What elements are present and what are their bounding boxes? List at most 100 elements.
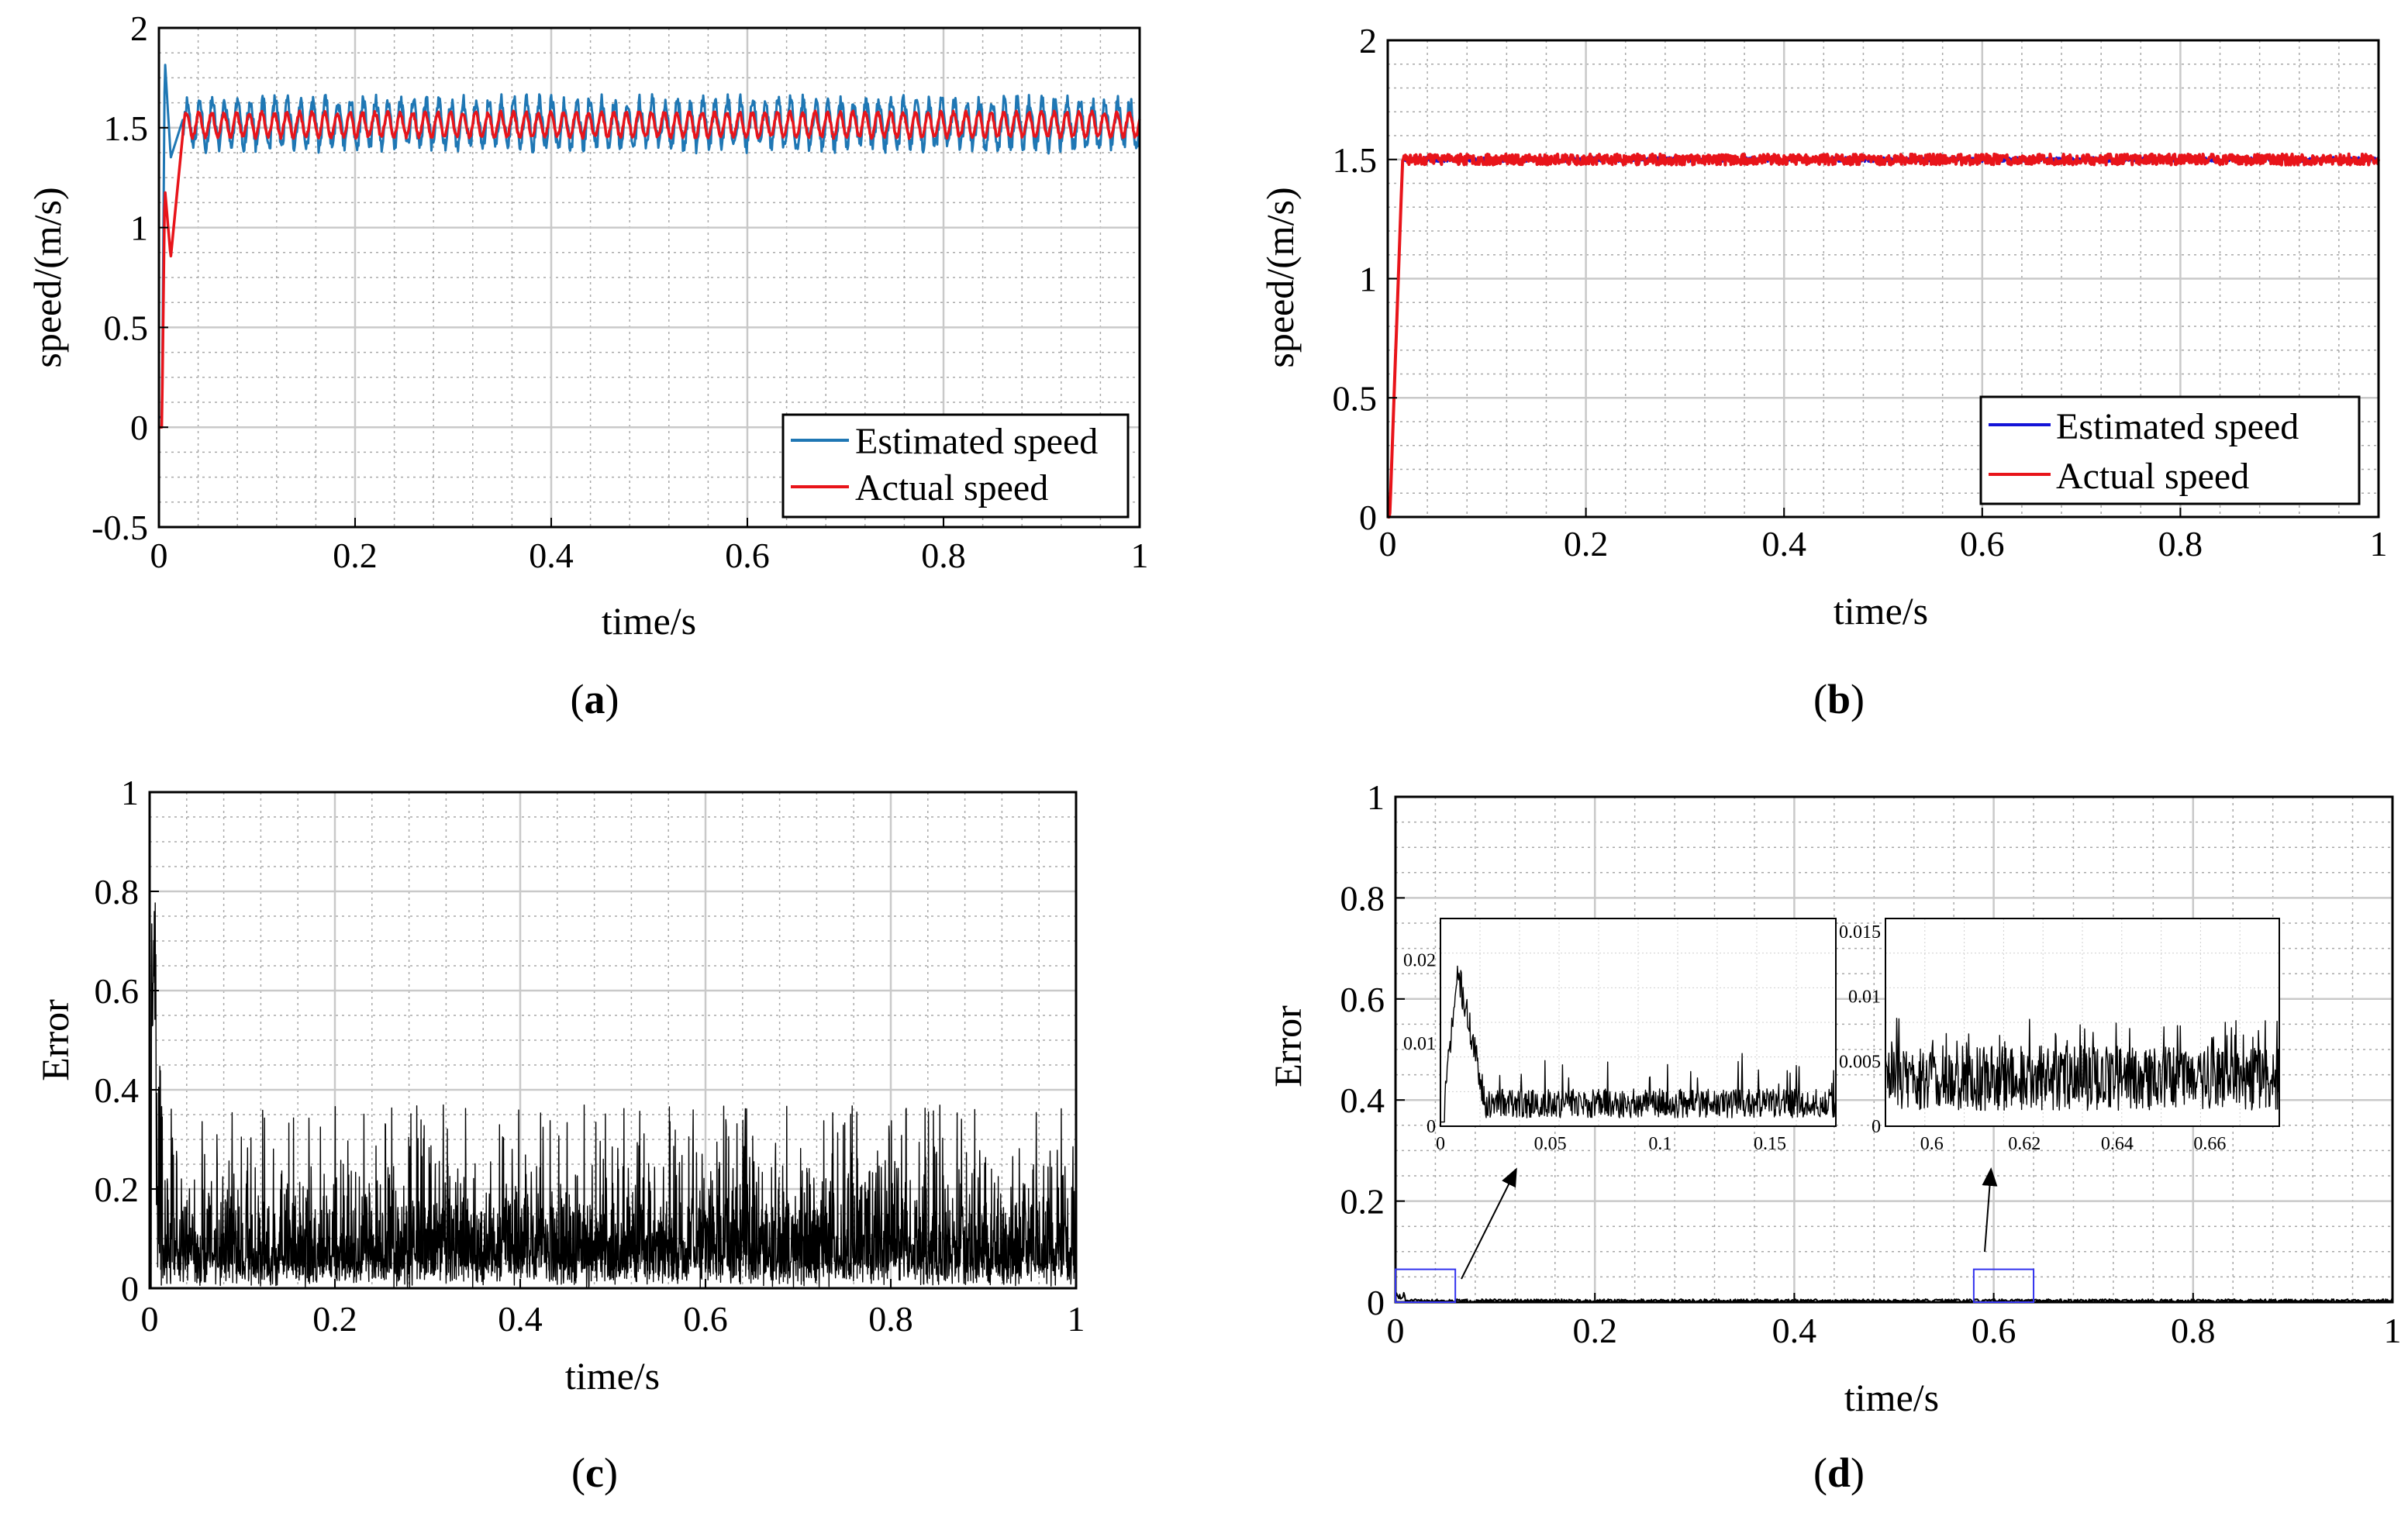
a-x-tick-label: 0.4	[529, 536, 574, 575]
b-x-tick-label: 0.8	[2158, 524, 2203, 563]
a-y-tick-label: 0	[130, 408, 148, 447]
c-plot-frame	[148, 791, 1078, 1290]
b-y-tick-label: 1.5	[1333, 140, 1378, 180]
b-series	[1386, 152, 2380, 519]
c-x-axis-label: time/s	[565, 1354, 660, 1398]
a-legend-box	[781, 413, 1130, 519]
panel-b: 0 0.2 0.4 0.6 0.8 1 0 0.5 1 1.5 2 time/s speed/(m/…	[1258, 21, 2388, 722]
d-y-tick-label: 1	[1367, 777, 1385, 817]
c-y-tick-label: 1	[121, 773, 139, 812]
d-zoom-arrow-2	[1982, 1167, 1998, 1253]
d-x-axis-label: time/s	[1844, 1376, 1939, 1419]
c-x-tick-label: 0.4	[498, 1299, 543, 1339]
d-inset-1-error-line	[1440, 965, 1837, 1123]
a-series-actual-line	[158, 109, 1141, 429]
a-legend: Estimated speed Actual speed	[781, 413, 1130, 519]
d-series	[1395, 1291, 2392, 1303]
b-legend-box	[1979, 395, 2361, 505]
a-x-axis-label: time/s	[602, 599, 696, 643]
a-series	[158, 64, 1141, 429]
d-inset-1-x-tick-label: 0	[1436, 1134, 1445, 1154]
c-y-tick-label: 0.6	[95, 971, 140, 1011]
d-x-tick-label: 0	[1387, 1311, 1405, 1350]
c-x-tick-label: 0.2	[312, 1299, 357, 1339]
a-caption: (a)	[571, 676, 619, 722]
d-inset-2-y-tick-label: 0.015	[1839, 922, 1881, 943]
d-inset-2-y-tick-label: 0.01	[1848, 987, 1881, 1008]
a-legend-label-estimated: Estimated speed	[855, 421, 1098, 462]
a-y-tick-label: 0.5	[104, 308, 149, 347]
a-x-tick-label: 0.2	[333, 536, 378, 575]
panel-a: 0 0.2 0.4 0.6 0.8 1-0.500.511.52 time/s speed…	[26, 9, 1149, 722]
b-y-axis-label: speed/(m/s)	[1258, 187, 1302, 367]
d-y-axis-label: Error	[1266, 1005, 1309, 1087]
b-y-tick-label: 1	[1359, 260, 1377, 299]
d-x-tick-label: 0.4	[1772, 1311, 1817, 1350]
a-y-tick-label: 1.5	[104, 109, 149, 148]
panel-d: 0 0.2 0.4 0.6 0.8 1 0 0.2 0.4 0.6 0.8 1 time/s Erro…	[1266, 777, 2402, 1496]
b-y-tick-label: 0.5	[1333, 378, 1378, 418]
d-x-tick-label: 1	[2384, 1311, 2402, 1350]
d-inset-2-x-tick-label: 0.64	[2101, 1134, 2134, 1154]
b-x-tick-label: 0.2	[1564, 524, 1609, 563]
c-y-tick-label: 0.2	[95, 1170, 140, 1209]
d-inset-2: 0.6 0.62 0.64 0.66 0 0.005 0.01 0.015	[1839, 918, 2280, 1154]
c-series	[149, 902, 1077, 1289]
a-x-tick-label: 1	[1131, 536, 1149, 575]
d-x-tick-label: 0.8	[2171, 1311, 2216, 1350]
b-legend-label-actual: Actual speed	[2056, 456, 2249, 497]
a-y-axis-label: speed/(m/s)	[26, 187, 69, 367]
d-y-tick-label: 0.6	[1340, 980, 1385, 1019]
c-x-tick-label: 0	[141, 1299, 159, 1339]
c-x-tick-label: 0.6	[683, 1299, 728, 1339]
c-y-axis-label: Error	[33, 999, 77, 1081]
c-y-tick-label: 0	[121, 1269, 139, 1308]
b-legend-label-estimated: Estimated speed	[2056, 406, 2299, 447]
d-inset-1-frame	[1440, 918, 1837, 1127]
b-y-tick-label: 2	[1359, 21, 1377, 60]
b-tick-labels: 0 0.2 0.4 0.6 0.8 1 0 0.5 1 1.5 2	[1333, 21, 2388, 563]
d-x-tick-label: 0.2	[1572, 1311, 1617, 1350]
d-plot-frame	[1394, 795, 2394, 1304]
d-inset-2-frame	[1885, 918, 2280, 1127]
d-inset-1-y-tick-label: 0.01	[1403, 1034, 1436, 1054]
c-x-tick-label: 1	[1068, 1299, 1085, 1339]
b-caption: (b)	[1813, 676, 1865, 722]
c-series-error-line	[149, 902, 1077, 1289]
d-inset-1-x-tick-label: 0.1	[1648, 1134, 1671, 1154]
d-y-tick-label: 0.8	[1340, 878, 1385, 918]
d-inset-1: 0 0.05 0.1 0.15 0 0.01 0.02	[1403, 918, 1837, 1154]
b-x-tick-label: 0.6	[1960, 524, 2005, 563]
d-inset-2-error-line	[1885, 1018, 2280, 1111]
b-y-tick-label: 0	[1359, 498, 1377, 537]
a-legend-label-actual: Actual speed	[855, 467, 1048, 508]
c-tick-labels: 0 0.2 0.4 0.6 0.8 1 0 0.2 0.4 0.6 0.8 1	[95, 773, 1085, 1339]
b-x-tick-label: 1	[2370, 524, 2388, 563]
d-caption: (d)	[1813, 1449, 1865, 1496]
d-series-error-line	[1395, 1291, 2392, 1303]
a-tick-labels: 0 0.2 0.4 0.6 0.8 1-0.500.511.52	[91, 9, 1148, 575]
d-x-tick-label: 0.6	[1972, 1311, 2016, 1350]
b-x-tick-label: 0	[1379, 524, 1397, 563]
d-inset-1-y-tick-label: 0.02	[1403, 951, 1436, 971]
b-series-actual-line	[1386, 152, 2380, 519]
d-tick-labels: 0 0.2 0.4 0.6 0.8 1 0 0.2 0.4 0.6 0.8 1	[1340, 777, 2402, 1350]
d-inset-2-y-tick-label: 0.005	[1839, 1052, 1881, 1072]
d-y-tick-label: 0	[1367, 1283, 1385, 1322]
a-x-tick-label: 0	[150, 536, 168, 575]
c-y-tick-label: 0.4	[95, 1070, 140, 1110]
a-y-tick-label: 1	[130, 209, 148, 248]
d-inset-2-x-tick-label: 0.66	[2193, 1134, 2226, 1154]
b-x-tick-label: 0.4	[1761, 524, 1806, 563]
b-legend: Estimated speed Actual speed	[1979, 395, 2361, 505]
d-zoom-arrow-1	[1461, 1167, 1517, 1280]
a-x-tick-label: 0.8	[921, 536, 966, 575]
a-x-tick-label: 0.6	[725, 536, 770, 575]
d-y-tick-label: 0.2	[1340, 1182, 1385, 1222]
d-inset-2-x-tick-label: 0.62	[2008, 1134, 2041, 1154]
d-inset-2-y-tick-label: 0	[1872, 1117, 1881, 1137]
a-plot-frame	[157, 26, 1141, 529]
d-zoom-box-2	[1972, 1268, 2035, 1303]
d-zoom-box-1	[1395, 1268, 1457, 1303]
